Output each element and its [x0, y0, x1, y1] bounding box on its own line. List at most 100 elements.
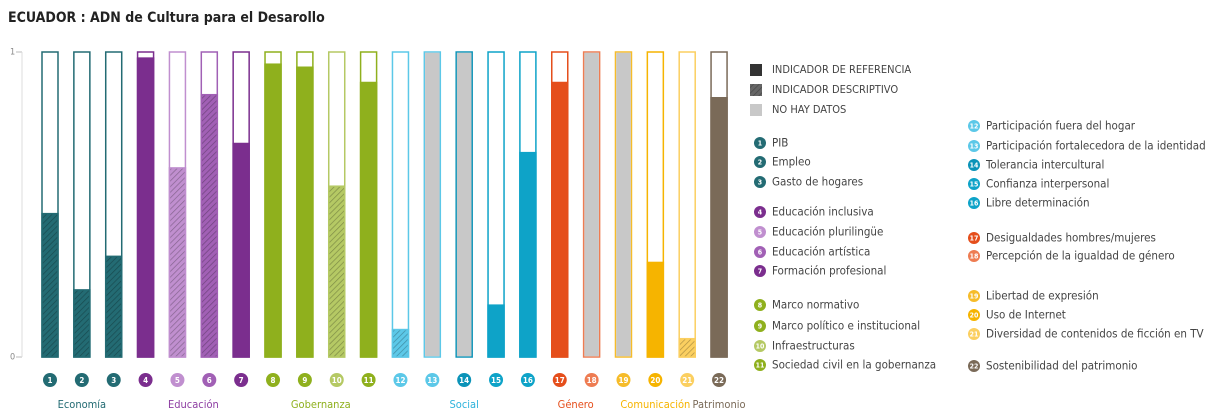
group-label: Comunicación [620, 398, 690, 411]
legend-label: INDICADOR DESCRIPTIVO [772, 83, 898, 96]
number-badge [754, 299, 766, 311]
indicator-name: Percepción de la igualdad de género [986, 249, 1175, 263]
indicator-name: Libre determinación [986, 196, 1090, 210]
number-label: 12 [395, 376, 405, 385]
number-label: 15 [491, 376, 501, 385]
group-label: Educación [168, 398, 219, 411]
number-label: 2 [79, 376, 84, 385]
indicator-name: Sociedad civil en la gobernanza [772, 358, 936, 372]
number-label: 8 [271, 376, 276, 385]
number-label: 4 [758, 209, 763, 217]
indicator-name: Educación inclusiva [772, 205, 874, 219]
bar [551, 81, 569, 358]
bar [519, 151, 537, 358]
number-label: 1 [758, 140, 762, 148]
legend-label: NO HAY DATOS [772, 103, 846, 116]
indicator-name: Uso de Internet [986, 308, 1066, 322]
indicator-name: Desigualdades hombres/mujeres [986, 231, 1156, 245]
number-badge [106, 373, 121, 387]
number-label: 5 [175, 376, 180, 385]
number-badge [754, 340, 766, 352]
number-badge [968, 360, 980, 372]
number-label: 21 [682, 376, 692, 385]
number-label: 7 [239, 376, 244, 385]
number-badge [754, 320, 766, 332]
number-label: 20 [650, 376, 660, 385]
number-badge [520, 373, 535, 387]
number-badge [680, 373, 695, 387]
number-label: 13 [427, 376, 437, 385]
indicator-name: Marco normativo [772, 298, 859, 312]
y-tick-label: 1 [10, 48, 15, 58]
number-label: 8 [758, 302, 762, 310]
number-label: 18 [587, 376, 597, 385]
number-label: 17 [970, 235, 979, 243]
number-badge [170, 373, 185, 387]
bar [327, 185, 346, 358]
number-label: 6 [207, 376, 212, 385]
indicator-name: Gasto de hogares [772, 175, 863, 189]
y-tick-label: 0 [10, 353, 15, 363]
number-label: 13 [970, 143, 979, 151]
number-label: 9 [758, 323, 762, 331]
number-label: 14 [459, 376, 469, 385]
number-label: 19 [970, 293, 979, 301]
indicator-name: Infraestructuras [772, 339, 855, 353]
number-label: 3 [758, 179, 762, 187]
number-badge [968, 290, 980, 302]
number-label: 11 [756, 362, 765, 370]
number-badge [425, 373, 440, 387]
indicator-name: Formación profesional [772, 264, 886, 278]
number-badge [329, 373, 344, 387]
number-badge [968, 159, 980, 171]
number-badge [552, 373, 567, 387]
bar-frame [391, 51, 410, 358]
indicator-name: PIB [772, 136, 788, 150]
number-label: 21 [970, 331, 979, 339]
number-badge [202, 373, 217, 387]
indicator-name: Educación artística [772, 245, 870, 259]
number-label: 2 [758, 159, 762, 167]
number-badge [968, 120, 980, 132]
bar [73, 289, 91, 358]
number-badge [648, 373, 663, 387]
number-badge [43, 373, 57, 387]
bar [487, 304, 505, 358]
bar [264, 63, 282, 358]
bar [296, 66, 314, 358]
indicator-name: Participación fortalecedora de la identi… [986, 139, 1206, 153]
number-badge [754, 137, 766, 149]
bar [646, 261, 665, 358]
number-badge [754, 226, 766, 238]
number-badge [754, 206, 766, 218]
bar [200, 93, 219, 358]
number-label: 22 [714, 376, 724, 385]
number-badge [968, 328, 980, 340]
indicator-name: Confianza interpersonal [986, 177, 1109, 191]
number-badge [754, 265, 766, 277]
number-badge [234, 373, 249, 387]
chart-title: ECUADOR : ADN de Cultura para el Desarol… [8, 10, 325, 26]
group-label: Género [558, 398, 594, 411]
number-label: 18 [970, 253, 979, 261]
number-badge [457, 373, 472, 387]
group-label: Patrimonio [693, 398, 746, 411]
number-label: 10 [756, 343, 765, 351]
number-badge [754, 156, 766, 168]
bar [710, 97, 728, 358]
indicator-name: Tolerancia intercultural [985, 158, 1104, 172]
number-badge [361, 373, 376, 387]
indicator-name: Diversidad de contenidos de ficción en T… [986, 327, 1204, 341]
bar-frame [678, 51, 696, 358]
bar [359, 81, 378, 358]
bar [232, 142, 250, 358]
number-badge [968, 197, 980, 209]
number-label: 19 [618, 376, 628, 385]
number-label: 14 [970, 162, 979, 170]
number-label: 7 [758, 268, 762, 276]
number-badge [968, 309, 980, 321]
number-badge [74, 373, 89, 387]
indicator-name: Educación plurilingüe [772, 225, 883, 239]
number-badge [712, 373, 727, 387]
number-badge [968, 140, 980, 152]
